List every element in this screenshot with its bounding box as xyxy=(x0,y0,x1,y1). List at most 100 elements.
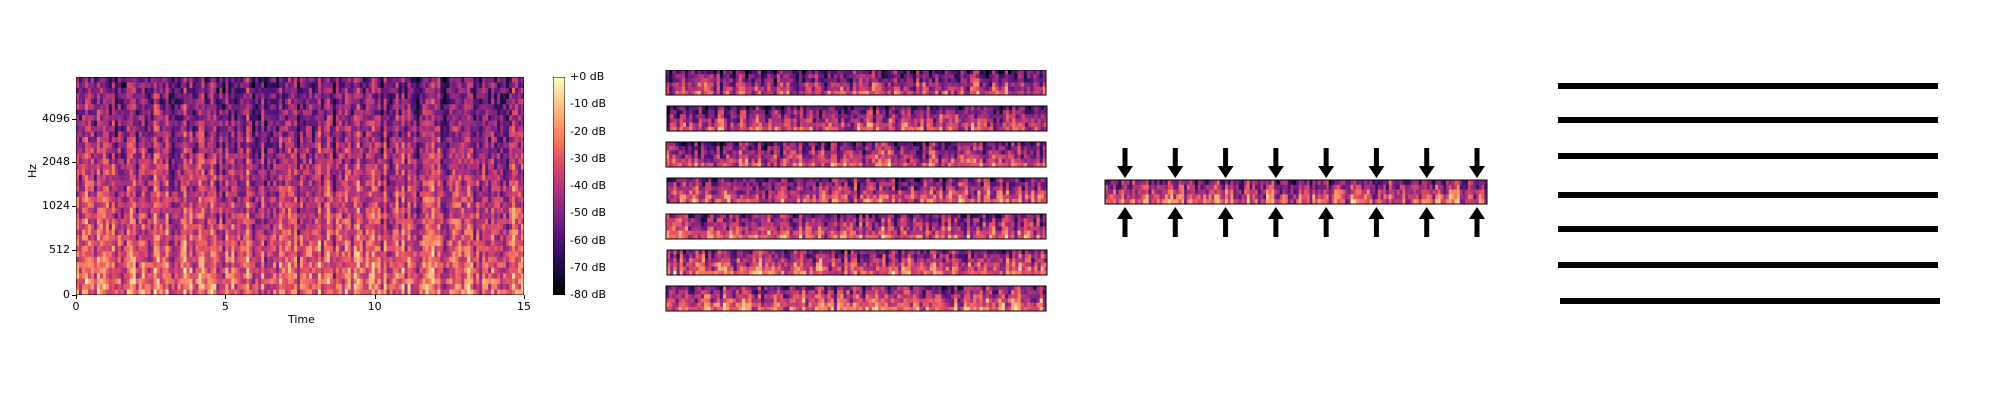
spectrogram-cell xyxy=(345,219,348,225)
spectrogram-cell xyxy=(360,142,363,148)
spectrogram-cell xyxy=(255,202,258,208)
spectrogram-cell xyxy=(124,137,127,143)
spectrogram-cell xyxy=(488,208,491,214)
spectrogram-cell xyxy=(482,137,485,143)
spectrogram-cell xyxy=(300,186,303,192)
spectrogram-cell xyxy=(157,126,160,132)
spectrogram-cell xyxy=(339,115,342,121)
spectrogram-cell xyxy=(85,251,88,257)
spectrogram-cell xyxy=(384,251,387,257)
spectrogram-cell xyxy=(178,246,181,252)
spectrogram-cell xyxy=(390,230,393,236)
spectrogram-cell xyxy=(482,153,485,159)
spectrogram-cell xyxy=(375,241,378,247)
spectrogram-cell xyxy=(279,224,282,230)
spectrogram-cell xyxy=(151,110,154,116)
spectrogram-cell xyxy=(399,230,402,236)
spectrogram-cell xyxy=(213,132,216,138)
spectrogram-cell xyxy=(455,88,458,94)
spectrogram-cell xyxy=(500,104,503,110)
spectrogram-cell xyxy=(366,246,369,252)
spectrogram-cell xyxy=(127,230,130,236)
spectrogram-cell xyxy=(97,137,100,143)
spectrogram-cell xyxy=(372,82,375,88)
spectrogram-cell xyxy=(324,142,327,148)
spectrogram-cell xyxy=(518,181,521,187)
spectrogram-cell xyxy=(500,181,503,187)
spectrogram-cell xyxy=(348,213,351,219)
spectrogram-cell xyxy=(461,175,464,181)
spectrogram-cell xyxy=(106,159,109,165)
spectrogram-cell xyxy=(363,93,366,99)
spectrogram-cell xyxy=(124,191,127,197)
spectrogram-cell xyxy=(109,186,112,192)
spectrogram-cell xyxy=(154,159,157,165)
spectrogram-cell xyxy=(479,77,482,83)
spectrogram-cell xyxy=(390,132,393,138)
spectrogram-cell xyxy=(151,208,154,214)
spectrogram-cell xyxy=(142,251,145,257)
spectrogram-cell xyxy=(279,170,282,176)
spectrogram-cell xyxy=(169,148,172,154)
spectrogram-cell xyxy=(381,121,384,127)
spectrogram-cell xyxy=(378,219,381,225)
spectrogram-cell xyxy=(118,104,121,110)
spectrogram-cell xyxy=(324,77,327,83)
spectrogram-cell xyxy=(303,202,306,208)
spectrogram-cell xyxy=(312,110,315,116)
spectrogram-cell xyxy=(330,93,333,99)
spectrogram-cell xyxy=(479,202,482,208)
spectrogram-cell xyxy=(470,202,473,208)
spectrogram-cell xyxy=(485,230,488,236)
spectrogram-cell xyxy=(309,93,312,99)
spectrogram-cell xyxy=(330,126,333,132)
spectrogram-cell xyxy=(178,191,181,197)
spectrogram-cell xyxy=(369,110,372,116)
spectrogram-cell xyxy=(273,224,276,230)
spectrogram-cell xyxy=(512,88,515,94)
spectrogram-cell xyxy=(285,181,288,187)
spectrogram-cell xyxy=(136,148,139,154)
spectrogram-cell xyxy=(246,251,249,257)
spectrogram-cell xyxy=(497,186,500,192)
spectrogram-cell xyxy=(243,197,246,203)
spectrogram-cell xyxy=(303,170,306,176)
spectrogram-cell xyxy=(485,159,488,165)
spectrogram-cell xyxy=(315,82,318,88)
spectrogram-cell xyxy=(452,213,455,219)
spectrogram-cell xyxy=(315,104,318,110)
spectrogram-cell xyxy=(145,241,148,247)
spectrogram-cell xyxy=(408,251,411,257)
spectrogram-cell xyxy=(321,77,324,83)
spectrogram-cell xyxy=(339,175,342,181)
spectrogram-cell xyxy=(189,153,192,159)
spectrogram-cell xyxy=(246,170,249,176)
spectrogram-cell xyxy=(446,230,449,236)
spectrogram-cell xyxy=(240,230,243,236)
spectrogram-cell xyxy=(255,153,258,159)
spectrogram-cell xyxy=(509,197,512,203)
spectrogram-cell xyxy=(363,213,366,219)
spectrogram-cell xyxy=(482,142,485,148)
spectrogram-cell xyxy=(452,241,455,247)
spectrogram-cell xyxy=(112,88,115,94)
spectrogram-cell xyxy=(348,115,351,121)
spectrogram-cell xyxy=(488,104,491,110)
spectrogram-cell xyxy=(189,186,192,192)
spectrogram-cell xyxy=(222,159,225,165)
spectrogram-cell xyxy=(390,159,393,165)
spectrogram-cell xyxy=(425,208,428,214)
spectrogram-cell xyxy=(240,181,243,187)
spectrogram-cell xyxy=(127,137,130,143)
spectrogram-cell xyxy=(130,159,133,165)
spectrogram-cell xyxy=(276,159,279,165)
spectrogram-cell xyxy=(470,153,473,159)
spectrogram-cell xyxy=(282,224,285,230)
spectrogram-cell xyxy=(100,186,103,192)
spectrogram-cell xyxy=(213,153,216,159)
spectrogram-cell xyxy=(187,175,190,181)
spectrogram-cell xyxy=(204,148,207,154)
spectrogram-cell xyxy=(79,251,82,257)
spectrogram-cell xyxy=(413,164,416,170)
spectrogram-cell xyxy=(243,148,246,154)
